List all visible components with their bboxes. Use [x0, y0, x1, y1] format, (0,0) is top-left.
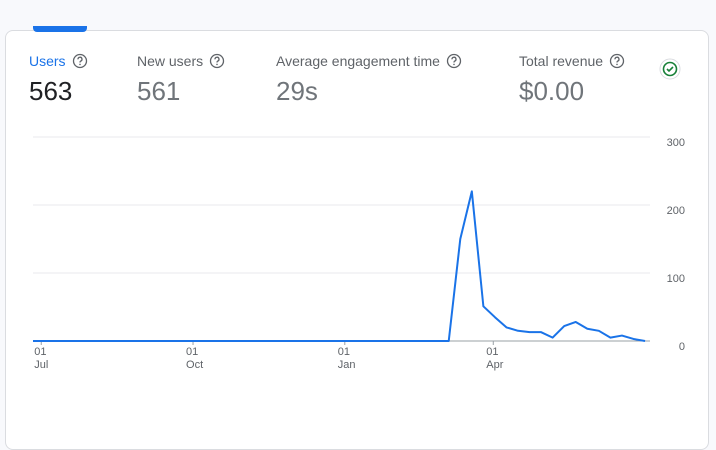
chart: 0 100 200 300 01 Jul 01 Oct 01 Jan 01 Apr [33, 136, 685, 371]
help-icon[interactable] [72, 53, 88, 69]
line-series [33, 190, 646, 342]
metric-value: 29s [276, 76, 318, 106]
metric-value: 561 [137, 76, 181, 106]
metric[interactable]: Total revenue $0.00 [519, 52, 625, 107]
metric-label: Users [29, 52, 88, 70]
card [5, 30, 709, 450]
x-tick-label: 01 Jan [338, 346, 356, 371]
status-icon[interactable] [659, 58, 681, 80]
y-tick-label: 100 [667, 273, 685, 285]
metric-label: Average engagement time [276, 52, 462, 70]
metric-label: New users [137, 52, 225, 70]
page: Users 563 New users 561 Average engagement t… [5, 26, 709, 450]
metric-label-text: New users [137, 53, 204, 69]
metric[interactable]: Users 563 [29, 52, 88, 107]
x-tick-label: 01 Oct [186, 346, 203, 371]
y-tick-label: 0 [679, 341, 685, 353]
metric-value: 563 [29, 76, 73, 106]
y-tick-label: 200 [667, 205, 685, 217]
metric-label-text: Users [29, 53, 66, 69]
metric-label-text: Total revenue [519, 53, 604, 69]
x-tick-label: 01 Jul [34, 346, 48, 371]
y-tick-label: 300 [667, 137, 685, 149]
help-icon[interactable] [209, 53, 225, 69]
metric[interactable]: Average engagement time 29s [276, 52, 462, 107]
selected-tab [33, 26, 87, 32]
metric-value: $0.00 [519, 76, 585, 106]
help-icon[interactable] [609, 53, 625, 69]
metric-label: Total revenue [519, 52, 625, 70]
metric[interactable]: New users 561 [137, 52, 225, 107]
metric-label-text: Average engagement time [276, 53, 440, 69]
help-icon[interactable] [446, 53, 462, 69]
x-tick-label: 01 Apr [486, 346, 503, 371]
